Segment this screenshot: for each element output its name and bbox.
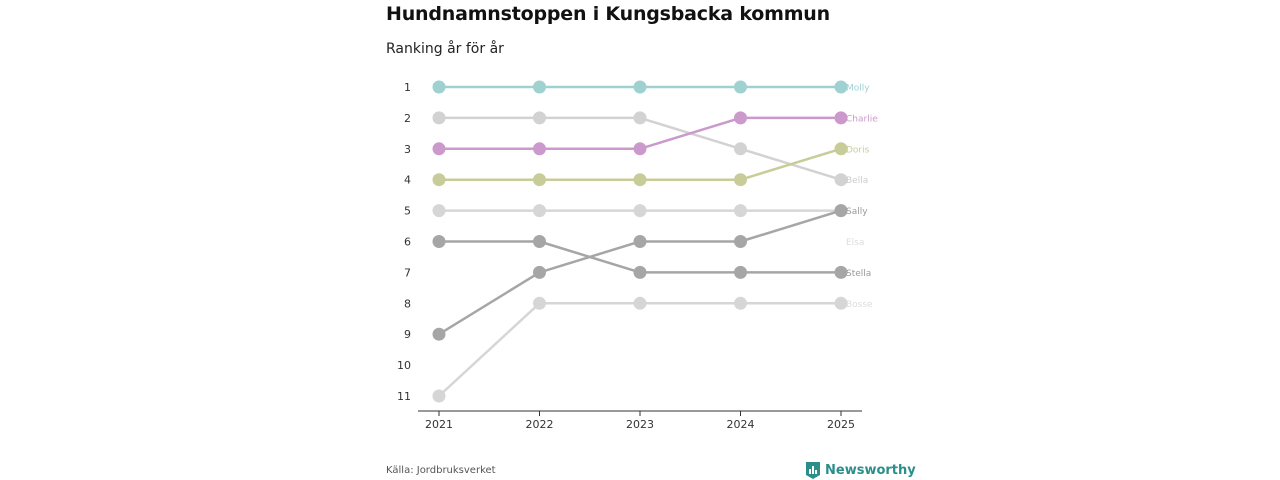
series-point-doris bbox=[734, 173, 747, 187]
chart-title: Hundnamnstoppen i Kungsbacka kommun bbox=[386, 3, 830, 25]
y-tick-label: 8 bbox=[404, 297, 411, 310]
series-point-stella bbox=[633, 265, 647, 279]
series-point-sally bbox=[533, 265, 546, 279]
series-point-molly bbox=[432, 80, 446, 94]
series-point-sally bbox=[432, 327, 446, 341]
series-point-molly bbox=[633, 80, 647, 94]
x-tick-label: 2023 bbox=[626, 418, 654, 431]
series-end-label: Stella bbox=[846, 269, 871, 279]
series-end-label: Elsa bbox=[846, 238, 864, 248]
series-point-stella bbox=[834, 265, 848, 279]
series-point-sally bbox=[633, 235, 647, 248]
chart-subtitle: Ranking år för år bbox=[386, 41, 504, 57]
series-point-bella bbox=[734, 142, 747, 156]
series-point-bosse bbox=[432, 389, 446, 403]
y-tick-label: 9 bbox=[404, 328, 411, 341]
series-point-doris bbox=[533, 173, 546, 187]
series-point-elsa bbox=[533, 204, 546, 218]
series-end-label: Molly bbox=[846, 84, 870, 94]
series-point-elsa bbox=[734, 204, 747, 218]
series-point-doris bbox=[834, 142, 848, 156]
series-line-bosse bbox=[438, 302, 841, 397]
series-point-charlie bbox=[533, 142, 546, 156]
series-point-bella bbox=[533, 111, 546, 125]
x-tick-label: 2021 bbox=[425, 418, 453, 431]
series-end-label: Bella bbox=[846, 176, 868, 186]
series-end-label: Doris bbox=[846, 145, 870, 155]
series-end-label: Charlie bbox=[846, 114, 878, 124]
series-point-molly bbox=[834, 80, 848, 94]
series-point-charlie bbox=[633, 142, 647, 156]
series-point-charlie bbox=[834, 111, 848, 125]
series-point-sally bbox=[834, 204, 848, 218]
y-tick-label: 4 bbox=[404, 174, 411, 187]
newsworthy-icon bbox=[806, 462, 820, 479]
series-point-stella bbox=[533, 235, 546, 248]
series-point-elsa bbox=[432, 204, 446, 218]
series-point-molly bbox=[533, 80, 546, 94]
y-tick-label: 1 bbox=[404, 81, 411, 94]
series-point-sally bbox=[734, 235, 747, 248]
series-point-bosse bbox=[834, 296, 848, 310]
series-point-elsa bbox=[633, 204, 647, 218]
y-tick-label: 2 bbox=[404, 112, 411, 125]
y-tick-label: 5 bbox=[404, 205, 411, 218]
series-end-label: Sally bbox=[846, 207, 868, 217]
y-tick-label: 3 bbox=[404, 143, 411, 156]
series-point-bella bbox=[834, 173, 848, 187]
y-tick-label: 10 bbox=[397, 359, 411, 372]
series-point-doris bbox=[432, 173, 446, 187]
series-point-bella bbox=[633, 111, 647, 125]
series-point-bosse bbox=[734, 296, 747, 310]
y-tick-label: 7 bbox=[404, 266, 411, 279]
newsworthy-logo[interactable]: Newsworthy bbox=[806, 462, 916, 479]
y-tick-label: 11 bbox=[397, 390, 411, 403]
series-point-stella bbox=[432, 235, 446, 248]
series-point-stella bbox=[734, 265, 747, 279]
series-point-molly bbox=[734, 80, 747, 94]
series-point-bosse bbox=[633, 296, 647, 310]
series-point-charlie bbox=[432, 142, 446, 156]
x-tick-label: 2025 bbox=[827, 418, 855, 431]
x-tick-label: 2024 bbox=[727, 418, 755, 431]
source-note: Källa: Jordbruksverket bbox=[386, 465, 496, 476]
brand-name: Newsworthy bbox=[825, 463, 916, 478]
series-point-charlie bbox=[734, 111, 747, 125]
series-end-label: Bosse bbox=[846, 300, 873, 310]
y-tick-label: 6 bbox=[404, 236, 411, 249]
x-tick-label: 2022 bbox=[526, 418, 554, 431]
series-point-doris bbox=[633, 173, 647, 187]
series-point-bosse bbox=[533, 296, 546, 310]
series-point-bella bbox=[432, 111, 446, 125]
